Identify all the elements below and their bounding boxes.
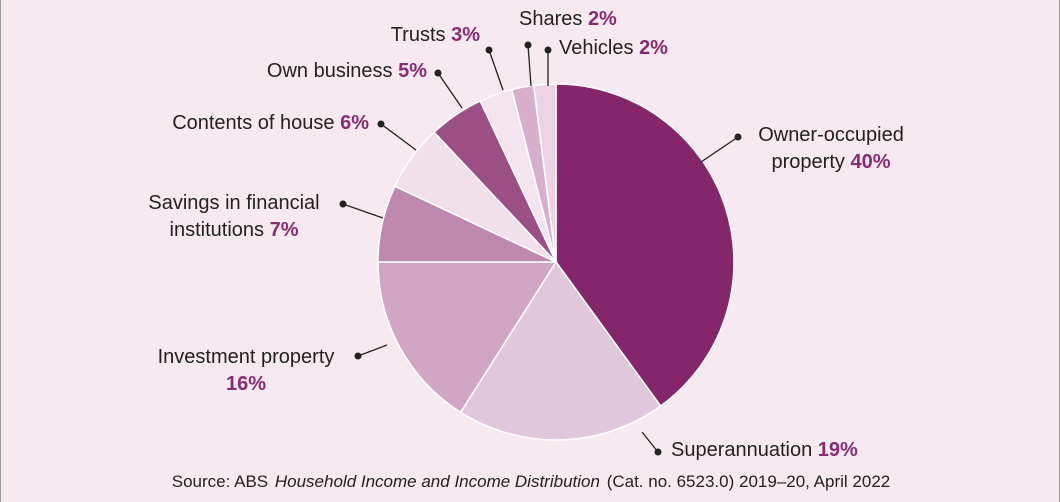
category-label: Owner-occupied property: [758, 124, 904, 173]
value-label: 7%: [269, 219, 299, 241]
leader-line: [437, 72, 463, 109]
leader-line: [342, 203, 384, 219]
pie-slice: [459, 260, 662, 441]
slice-label: Contents of house 6%: [81, 110, 369, 137]
value-label: 2%: [639, 37, 668, 59]
leader-line: [527, 44, 532, 87]
leader-dot: [654, 448, 662, 456]
category-label: Shares: [519, 8, 583, 30]
slice-label: Trusts 3%: [281, 22, 480, 49]
value-label: 16%: [225, 373, 267, 395]
leader-dot: [485, 46, 493, 54]
leader-dot: [377, 120, 385, 128]
slice-label: Owner-occupied property 40%: [741, 122, 921, 176]
category-label: Trusts: [390, 24, 446, 46]
leader-line: [641, 431, 659, 453]
source-title: Household Income and Income Distribution: [274, 472, 600, 491]
value-label: 5%: [398, 60, 427, 82]
slice-label: Superannuation 19%: [671, 437, 931, 464]
pie-slice: [532, 83, 557, 263]
slice-label: Investment property 16%: [141, 344, 351, 398]
slice-label: Savings in financial institutions 7%: [129, 190, 339, 244]
leader-dot: [434, 69, 442, 77]
value-label: 3%: [451, 24, 480, 46]
leader-line: [700, 136, 739, 163]
slice-label: Vehicles 2%: [559, 35, 719, 62]
leader-line: [488, 49, 504, 91]
leader-dot: [544, 46, 552, 54]
value-label: 6%: [340, 112, 369, 134]
category-label: Savings in financial institutions: [148, 192, 320, 241]
slice-label: Own business 5%: [141, 58, 427, 85]
value-label: 40%: [850, 151, 891, 173]
slice-label: Shares 2%: [519, 6, 679, 33]
value-label: 2%: [587, 8, 617, 30]
leader-dot: [734, 133, 742, 141]
category-label: Own business: [266, 60, 393, 82]
source-prefix: Source: ABS: [171, 472, 269, 491]
leader-dot: [339, 200, 347, 208]
category-label: Investment property: [157, 346, 335, 368]
leader-dot: [524, 41, 532, 49]
leader-line: [357, 344, 388, 357]
pie-slice: [377, 261, 558, 414]
source: Source: ABS Household Income and Income …: [1, 472, 1059, 492]
category-label: Contents of house: [172, 112, 335, 134]
source-suffix: (Cat. no. 6523.0) 2019–20, April 2022: [606, 472, 891, 491]
category-label: Superannuation: [671, 439, 813, 461]
pie-slice: [555, 83, 735, 408]
value-label: 19%: [817, 439, 858, 461]
leader-line: [380, 123, 417, 151]
leader-dot: [354, 352, 362, 360]
category-label: Vehicles: [559, 37, 634, 59]
